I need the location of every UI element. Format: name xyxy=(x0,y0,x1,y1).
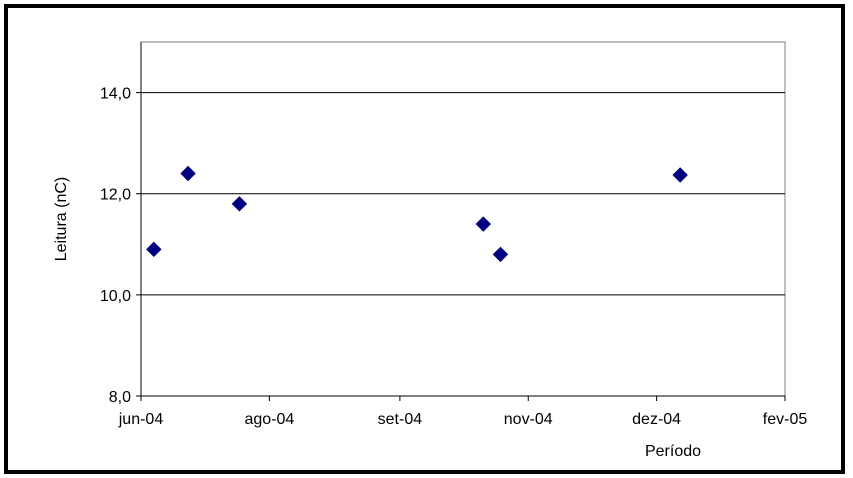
gridlines xyxy=(141,92,785,296)
data-points xyxy=(146,165,688,263)
x-tick-label: set-04 xyxy=(378,411,423,428)
x-axis-title: Período xyxy=(645,443,701,460)
y-tick-label: 8,0 xyxy=(109,389,131,406)
x-tick-label: fev-05 xyxy=(763,411,808,428)
data-point xyxy=(672,167,688,183)
y-tick-label: 14,0 xyxy=(100,86,131,103)
y-tick-label: 12,0 xyxy=(100,187,131,204)
data-point xyxy=(475,216,492,232)
x-tick-label: jun-04 xyxy=(118,411,164,428)
x-tick-label: nov-04 xyxy=(504,411,553,428)
y-tick-label: 10,0 xyxy=(100,288,131,305)
data-point xyxy=(231,196,248,212)
x-tick-label: dez-04 xyxy=(632,411,681,428)
tick-labels: 8,0 10,0 12,0 14,0 jun-04 ago-04 set-04 nov-04 d… xyxy=(100,86,807,428)
plot-area xyxy=(140,41,786,397)
data-point xyxy=(146,241,162,258)
plot-border xyxy=(140,41,786,397)
data-point xyxy=(180,165,196,182)
x-tick-label: ago-04 xyxy=(244,411,294,428)
axes xyxy=(136,42,786,401)
y-axis-title: Leitura (nC) xyxy=(53,177,70,261)
data-point xyxy=(492,246,509,263)
